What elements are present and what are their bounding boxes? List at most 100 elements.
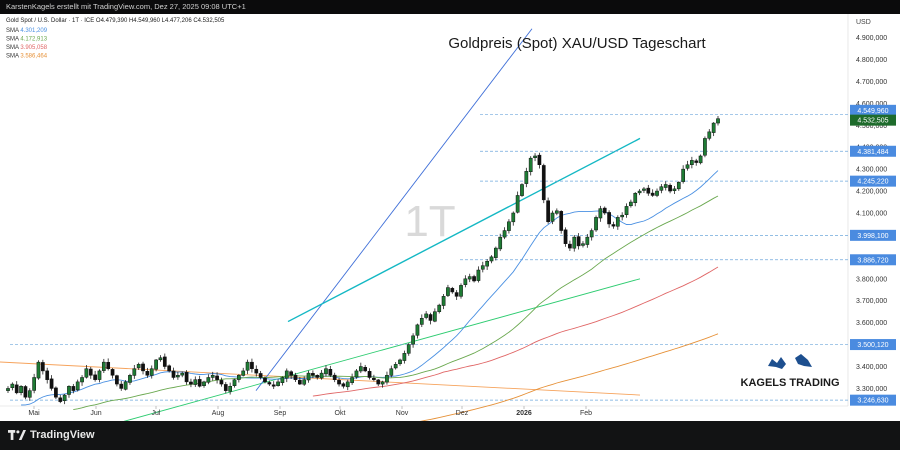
- plot-background: [0, 14, 900, 421]
- candle-body: [363, 366, 368, 372]
- sma-line-200[interactable]: [357, 333, 719, 421]
- candle-body: [637, 190, 642, 194]
- price-tag-box: [850, 145, 896, 157]
- candle-body: [193, 379, 198, 385]
- candle-body: [376, 379, 381, 385]
- candle-body: [319, 372, 324, 379]
- trendline-2[interactable]: [123, 278, 641, 421]
- candle-body: [97, 370, 102, 380]
- candle-body: [598, 208, 603, 219]
- price-tag: 3.886,720: [850, 254, 896, 266]
- time-axis: Mai Jun Jul Aug Sep Okt Nov Dez 2026 Feb: [28, 406, 592, 417]
- candle-body: [132, 368, 137, 376]
- candle-body: [149, 368, 154, 376]
- candle-body: [123, 381, 128, 390]
- candle-body: [119, 383, 124, 389]
- candle-body: [297, 379, 302, 385]
- price-tag-label: 3.886,720: [857, 257, 888, 264]
- candle-body: [258, 373, 263, 378]
- candle-body: [454, 292, 459, 297]
- candle-body: [463, 278, 468, 285]
- candle-body: [520, 184, 524, 196]
- candle-body: [467, 276, 472, 280]
- price-tag-box: [850, 254, 896, 266]
- candle-body: [250, 361, 254, 369]
- candle-body: [385, 375, 389, 383]
- candle-body: [698, 155, 703, 164]
- candle-body: [494, 247, 498, 258]
- candle-body: [6, 388, 10, 391]
- price-tag-box: [850, 175, 896, 187]
- candle-body: [341, 383, 346, 387]
- sma-line-50[interactable]: [73, 195, 719, 411]
- month-label: Mai: [28, 410, 40, 417]
- price-chart[interactable]: 1T 3.300,0003.400,0003.500,0003.600,0003…: [0, 14, 900, 421]
- candle-body: [602, 207, 607, 214]
- candle-body: [71, 386, 76, 391]
- price-tag: 4.381,484: [850, 145, 896, 157]
- candle-body: [49, 378, 54, 389]
- candle-body: [271, 384, 276, 387]
- bull-icon: [768, 357, 786, 369]
- candle-body: [663, 184, 668, 188]
- candle-body: [441, 296, 446, 306]
- price-tick-label: 4.600,000: [856, 101, 887, 108]
- candle-body: [568, 243, 572, 249]
- candle-body: [629, 201, 633, 207]
- candle-body: [703, 138, 707, 156]
- price-tag-box: [850, 114, 896, 126]
- candle-body: [128, 375, 132, 383]
- price-tick-label: 4.500,000: [856, 123, 887, 130]
- sma-line-100[interactable]: [312, 266, 719, 397]
- candle-body: [541, 165, 546, 201]
- trendline-4[interactable]: [287, 137, 641, 323]
- candle-body: [88, 368, 93, 376]
- candle-body: [480, 265, 485, 270]
- month-label: Feb: [580, 410, 592, 417]
- price-tick-label: 3.600,000: [856, 320, 887, 327]
- price-tag-label: 4.549,960: [857, 108, 888, 115]
- candle-body: [354, 370, 359, 378]
- tradingview-logo[interactable]: TradingView: [8, 429, 95, 441]
- candle-body: [167, 365, 172, 372]
- candle-body: [254, 368, 259, 374]
- candle-body: [293, 374, 298, 380]
- legend-sma: SMA 4.301,209: [6, 28, 48, 34]
- price-axis: 3.300,0003.400,0003.500,0003.600,0003.70…: [856, 35, 887, 393]
- candle-body: [489, 256, 494, 262]
- candle-body: [563, 229, 568, 244]
- candle-body: [402, 353, 407, 361]
- candle-body: [511, 212, 516, 223]
- candle-body: [589, 230, 594, 238]
- legend-sma: SMA 3.905,058: [6, 45, 48, 51]
- legend-symbol: Gold Spot / U.S. Dollar · 1T · ICE O4.47…: [6, 18, 225, 24]
- price-tick-label: 3.700,000: [856, 298, 887, 305]
- candle-body: [228, 386, 232, 392]
- candle-body: [685, 164, 690, 169]
- footer-bar: TradingView: [0, 421, 900, 450]
- price-tick-label: 4.700,000: [856, 79, 887, 86]
- candle-body: [280, 377, 285, 383]
- price-tag-box: [850, 229, 896, 241]
- price-tick-label: 4.100,000: [856, 211, 887, 218]
- price-tag: 4.549,960: [850, 104, 896, 116]
- candle-body: [223, 384, 228, 391]
- candle-body: [433, 311, 437, 322]
- candle-body: [210, 375, 215, 378]
- candle-body: [184, 372, 189, 383]
- month-label: Dez: [456, 410, 469, 417]
- candle-body: [245, 361, 250, 371]
- price-tick-label: 4.900,000: [856, 35, 887, 42]
- trendline-3[interactable]: [255, 28, 533, 391]
- tradingview-wordmark: TradingView: [30, 429, 95, 441]
- price-tag: 4.532,505: [850, 114, 896, 126]
- candle-body: [145, 371, 150, 376]
- candle-body: [398, 359, 402, 365]
- chart-caption: KarstenKagels erstellt mit TradingView.c…: [0, 0, 900, 14]
- candle-body: [289, 371, 293, 376]
- currency-label: USD: [856, 19, 871, 26]
- candle-body: [594, 217, 598, 231]
- candle-body: [36, 361, 41, 379]
- candle-body: [284, 370, 289, 379]
- price-tag: 4.245,220: [850, 175, 896, 187]
